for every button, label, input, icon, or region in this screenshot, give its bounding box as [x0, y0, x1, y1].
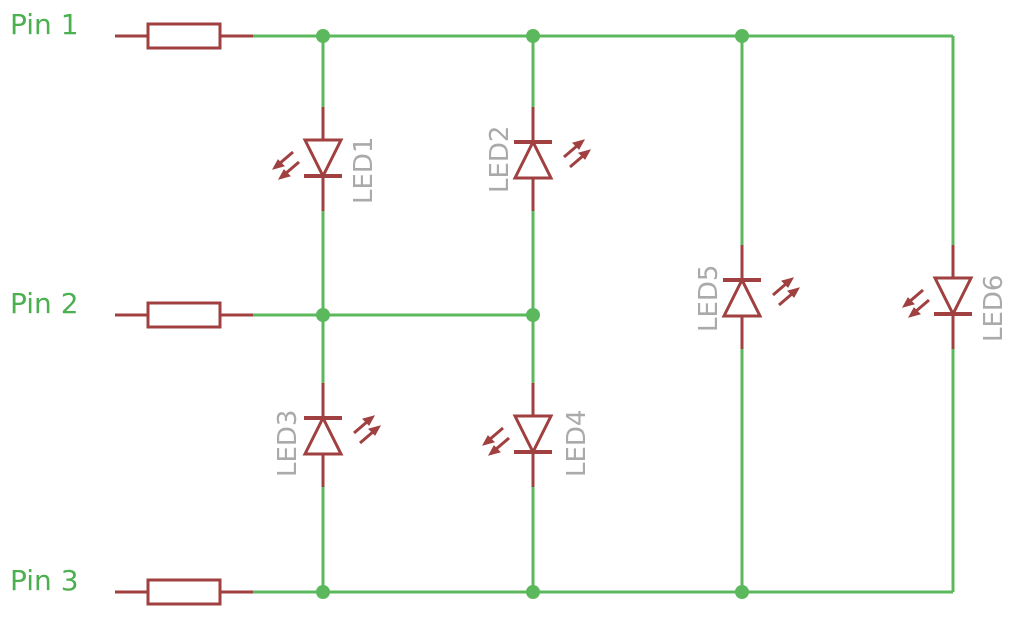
led5 [721, 243, 801, 351]
pin1-label: Pin 1 [10, 8, 79, 41]
led2 [512, 105, 592, 213]
junction-dot [316, 585, 330, 599]
junction-dot [735, 29, 749, 43]
led5-label: LED5 [694, 265, 724, 332]
led6 [901, 243, 974, 351]
junction-dot [735, 585, 749, 599]
led6-label: LED6 [979, 275, 1009, 342]
led3 [302, 381, 382, 489]
led2-label: LED2 [485, 126, 515, 193]
junction-dot [316, 29, 330, 43]
junction-dot [526, 29, 540, 43]
pin3-resistor [115, 578, 253, 606]
led1-label: LED1 [349, 137, 379, 204]
junctions [316, 29, 749, 599]
wires [253, 34, 955, 594]
resistors [115, 22, 253, 606]
junction-dot [526, 585, 540, 599]
junction-dot [526, 308, 540, 322]
led1 [271, 105, 344, 213]
pin2-label: Pin 2 [10, 287, 79, 320]
pin-labels: Pin 1 Pin 2 Pin 3 [10, 8, 79, 597]
junction-dot [316, 308, 330, 322]
pin1-resistor [115, 22, 253, 50]
led4-label: LED4 [562, 410, 592, 477]
pin2-resistor [115, 301, 253, 329]
led4 [481, 381, 554, 489]
led3-label: LED3 [273, 410, 303, 477]
pin3-label: Pin 3 [10, 564, 79, 597]
